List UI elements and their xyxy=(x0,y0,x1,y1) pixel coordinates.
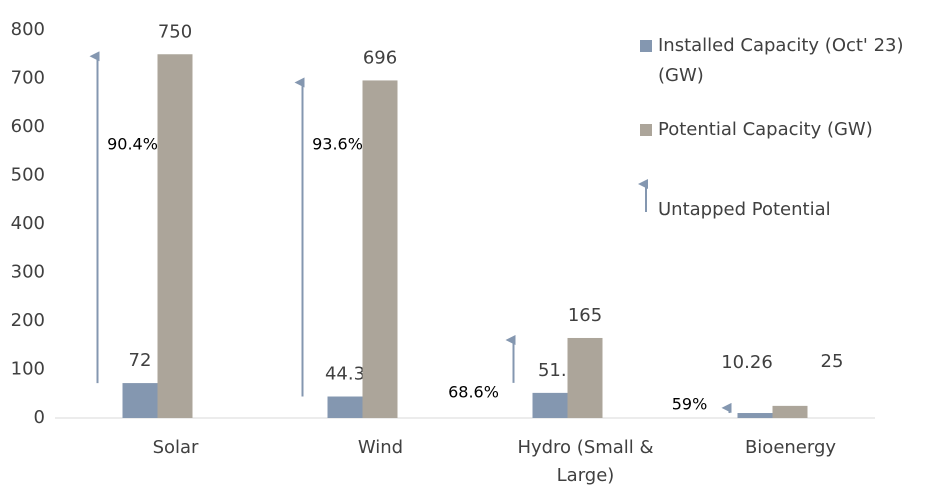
data-label: 44.3 xyxy=(325,364,365,385)
data-label: 165 xyxy=(568,305,602,326)
legend-swatch xyxy=(640,124,652,136)
bar xyxy=(362,80,398,418)
y-tick-label: 0 xyxy=(34,407,45,428)
legend-swatch xyxy=(640,40,652,52)
data-label: 25 xyxy=(821,351,844,372)
y-tick-label: 300 xyxy=(11,262,45,283)
bar xyxy=(122,383,158,418)
data-label: 72 xyxy=(129,350,152,371)
bar xyxy=(532,392,568,418)
y-tick-label: 800 xyxy=(11,19,45,40)
bar xyxy=(737,413,773,418)
y-tick-label: 600 xyxy=(11,116,45,137)
y-tick-label: 200 xyxy=(11,310,45,331)
x-tick-label: Solar xyxy=(153,437,199,458)
data-label: 696 xyxy=(363,47,397,68)
x-tick-label: Hydro (Small & Large) xyxy=(517,437,653,486)
y-tick-label: 500 xyxy=(11,165,45,186)
bar xyxy=(157,54,193,418)
x-tick-label: Wind xyxy=(358,437,403,458)
data-label: 10.26 xyxy=(721,352,773,373)
bar xyxy=(327,396,363,418)
y-tick-label: 700 xyxy=(11,68,45,89)
untapped-label: 93.6% xyxy=(312,135,363,154)
bar xyxy=(567,337,603,418)
untapped-label: 68.6% xyxy=(448,382,499,401)
legend-label: Potential Capacity (GW) xyxy=(658,119,873,140)
untapped-label: 59% xyxy=(672,395,708,414)
y-tick-label: 100 xyxy=(11,359,45,380)
y-tick-label: 400 xyxy=(11,213,45,234)
bar xyxy=(772,405,808,418)
untapped-label: 90.4% xyxy=(107,135,158,154)
x-tick-label: Bioenergy xyxy=(745,437,836,458)
legend-label: Untapped Potential xyxy=(658,199,831,220)
data-label: 750 xyxy=(158,21,192,42)
legend-label: Installed Capacity (Oct' 23) (GW) xyxy=(658,35,904,86)
